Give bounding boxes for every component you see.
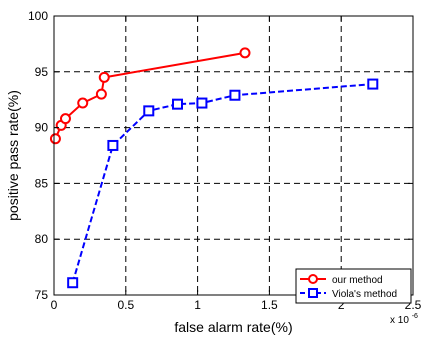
data-point-viola-s-method xyxy=(171,98,183,110)
legend-label-our-method: our method xyxy=(332,275,383,286)
y-tick-label: 75 xyxy=(35,288,49,302)
y-axis-label: positive pass rate(%) xyxy=(5,90,21,221)
data-point-our-method xyxy=(49,133,61,145)
x-tick-label: 0.5 xyxy=(117,298,134,312)
y-tick-label: 90 xyxy=(35,121,49,135)
y-tick-label: 95 xyxy=(35,65,49,79)
data-point-our-method xyxy=(239,47,251,59)
series-line-our-method xyxy=(54,51,246,140)
data-point-viola-s-method xyxy=(367,78,379,90)
y-tick-label: 100 xyxy=(28,9,48,23)
legend: our method Viola's method xyxy=(295,268,412,304)
x-axis-exponent-base: x 10 xyxy=(390,315,409,326)
data-point-our-method xyxy=(77,97,89,109)
data-point-viola-s-method xyxy=(229,89,241,101)
legend-marker-our-method xyxy=(308,274,318,284)
legend-label-violas-method: Viola's method xyxy=(332,289,397,300)
data-point-viola-s-method xyxy=(143,105,155,117)
data-point-our-method xyxy=(98,71,110,83)
data-point-viola-s-method xyxy=(107,139,119,151)
x-tick-label: 1 xyxy=(194,298,201,312)
data-point-our-method xyxy=(59,113,71,125)
legend-marker-violas-method xyxy=(308,288,318,298)
x-tick-label: 2 xyxy=(338,298,345,312)
x-tick-label: 0 xyxy=(51,298,58,312)
y-tick-label: 80 xyxy=(35,232,49,246)
plot-frame xyxy=(53,15,414,296)
x-axis-label: false alarm rate(%) xyxy=(174,319,292,335)
x-axis-exponent-power: -6 xyxy=(412,313,418,320)
data-point-viola-s-method xyxy=(67,277,79,289)
data-point-viola-s-method xyxy=(196,97,208,109)
grid xyxy=(54,16,413,295)
data-point-our-method xyxy=(95,88,107,100)
series-layer xyxy=(49,47,379,289)
y-tick-label: 85 xyxy=(35,176,49,190)
x-tick-label: 1.5 xyxy=(261,298,278,312)
x-axis-exponent: x 10 -6 xyxy=(390,313,418,326)
